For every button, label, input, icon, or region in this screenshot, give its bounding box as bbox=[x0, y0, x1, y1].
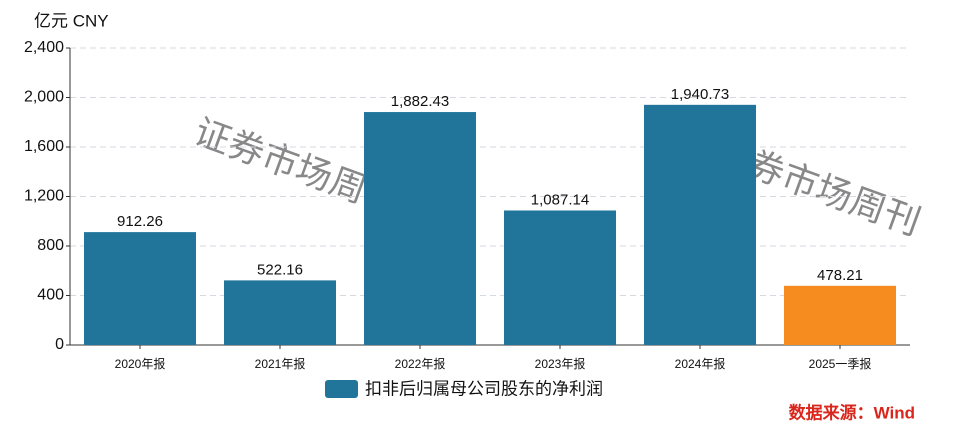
data-label: 1,087.14 bbox=[531, 191, 589, 208]
source-note: 数据来源：Wind bbox=[789, 402, 915, 422]
bar bbox=[224, 280, 336, 345]
y-tick-label: 800 bbox=[37, 237, 64, 254]
data-label: 912.26 bbox=[117, 213, 163, 230]
data-label: 1,882.43 bbox=[391, 93, 449, 110]
y-tick-label: 1,600 bbox=[24, 138, 64, 155]
y-tick-label: 2,000 bbox=[24, 89, 64, 106]
data-label: 1,940.73 bbox=[671, 86, 729, 103]
bar bbox=[784, 285, 896, 345]
x-tick-label: 2023年报 bbox=[535, 356, 586, 371]
x-tick-label: 2022年报 bbox=[395, 356, 446, 371]
legend-label: 扣非后归属母公司股东的净利润 bbox=[365, 379, 603, 398]
bar bbox=[364, 112, 476, 345]
y-tick-label: 1,200 bbox=[24, 188, 64, 205]
legend-swatch bbox=[325, 380, 358, 398]
unit-label: 亿元 CNY bbox=[34, 11, 109, 30]
x-tick-label: 2025一季报 bbox=[809, 356, 872, 371]
data-label: 522.16 bbox=[257, 261, 303, 278]
y-tick-label: 400 bbox=[37, 287, 64, 304]
y-tick-label: 0 bbox=[55, 336, 64, 353]
bar bbox=[84, 232, 196, 345]
x-tick-label: 2020年报 bbox=[115, 356, 166, 371]
x-tick-label: 2021年报 bbox=[255, 356, 306, 371]
x-tick-label: 2024年报 bbox=[675, 356, 726, 371]
data-label: 478.21 bbox=[817, 267, 863, 284]
bar bbox=[504, 210, 616, 345]
bar bbox=[644, 104, 756, 346]
y-tick-label: 2,400 bbox=[24, 39, 64, 56]
